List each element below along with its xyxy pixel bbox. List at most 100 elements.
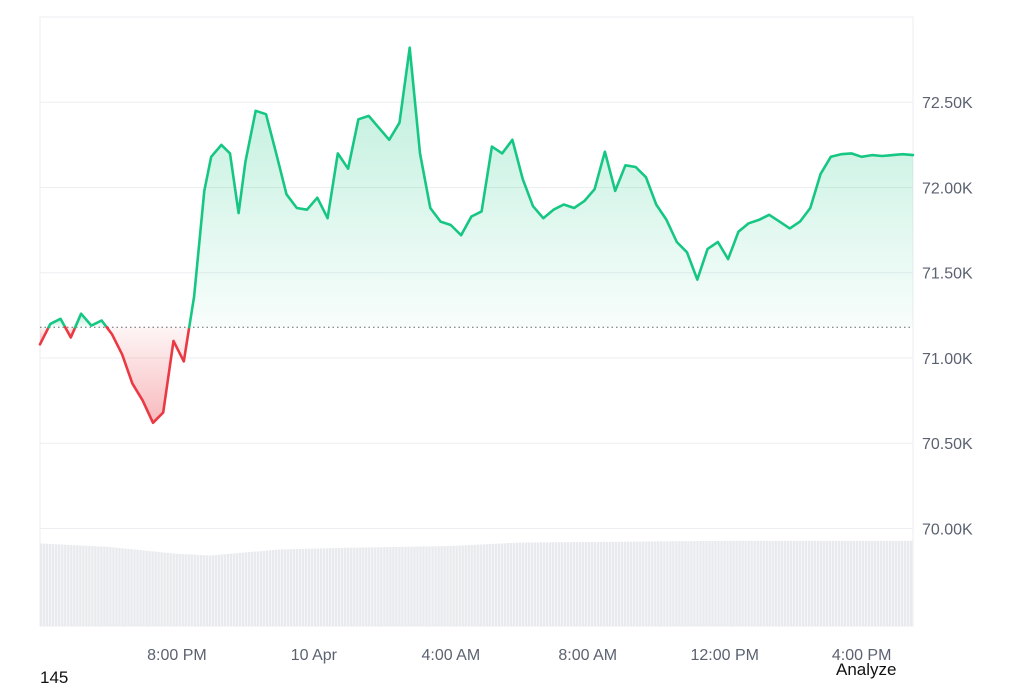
volume-bar xyxy=(262,550,266,626)
price-lines xyxy=(38,46,915,425)
volume-bar xyxy=(708,540,711,626)
volume-bar xyxy=(825,540,829,626)
volume-bar xyxy=(76,545,79,626)
volume-bar xyxy=(467,545,470,626)
y-tick-label: 71.50K xyxy=(922,266,973,283)
volume-bar xyxy=(861,540,865,626)
volume-bar xyxy=(849,540,853,626)
volume-bar xyxy=(268,550,272,626)
volume-bar xyxy=(142,550,145,626)
volume-bar xyxy=(124,548,127,626)
volume-bar xyxy=(452,545,455,626)
volume-bar xyxy=(356,547,359,626)
volume-bar xyxy=(64,544,67,626)
volume-bar xyxy=(581,542,585,626)
bottom-left-number: 145 xyxy=(40,668,69,687)
volume-bar xyxy=(566,542,570,626)
volume-bar xyxy=(368,547,371,626)
x-tick-label: 10 Apr xyxy=(291,647,338,664)
volume-bar xyxy=(497,543,500,626)
volume-bar xyxy=(627,541,630,626)
volume-bar xyxy=(587,541,591,626)
volume-bar xyxy=(545,542,549,626)
volume-bar xyxy=(328,548,332,626)
volume-bar xyxy=(630,541,633,626)
volume-bar xyxy=(678,541,681,626)
volume-bar xyxy=(88,545,91,626)
volume-bar xyxy=(365,547,368,626)
volume-bar xyxy=(362,547,365,626)
volume-bar xyxy=(783,540,786,626)
volume-bar xyxy=(193,554,196,626)
volume-bar xyxy=(419,546,422,626)
volume-bar xyxy=(350,547,353,626)
volume-bar xyxy=(479,544,482,626)
volume-bar xyxy=(70,545,73,626)
volume-bar xyxy=(295,549,299,626)
volume-bar xyxy=(482,544,485,626)
volume-bar xyxy=(335,548,338,626)
volume-bar xyxy=(705,541,708,626)
volume-bars xyxy=(40,540,913,626)
volume-bar xyxy=(226,553,230,626)
volume-bar xyxy=(657,541,660,626)
price-line-up xyxy=(73,312,109,329)
volume-bar xyxy=(494,543,497,626)
volume-bar xyxy=(461,545,464,626)
y-tick-label: 70.50K xyxy=(922,436,973,453)
volume-bar xyxy=(536,542,540,626)
volume-bar xyxy=(503,543,507,626)
volume-bar xyxy=(271,550,275,626)
volume-bar xyxy=(777,540,780,626)
volume-bar xyxy=(289,549,293,626)
volume-bar xyxy=(434,546,437,626)
volume-bar xyxy=(744,540,747,626)
analyze-button[interactable]: Analyze xyxy=(836,660,897,679)
volume-bar xyxy=(732,540,735,626)
volume-bar xyxy=(304,548,308,626)
volume-bar xyxy=(648,541,651,626)
x-tick-label: 8:00 AM xyxy=(558,647,617,664)
volume-bar xyxy=(250,551,254,626)
volume-bar xyxy=(864,540,868,626)
volume-bar xyxy=(253,551,257,626)
volume-bar xyxy=(599,541,603,626)
volume-bar xyxy=(858,540,862,626)
volume-bar xyxy=(437,546,440,626)
volume-bar xyxy=(840,540,844,626)
volume-bar xyxy=(620,541,624,626)
volume-bar xyxy=(711,540,714,626)
volume-bar xyxy=(491,543,494,626)
volume-bar xyxy=(229,553,233,626)
volume-bar xyxy=(163,552,166,626)
volume-bar xyxy=(115,547,118,626)
volume-bar xyxy=(440,546,443,626)
volume-bar xyxy=(310,548,314,626)
volume-bar xyxy=(723,540,726,626)
volume-bar xyxy=(133,549,136,626)
y-tick-label: 71.00K xyxy=(922,351,973,368)
volume-bar xyxy=(145,550,148,626)
volume-bar xyxy=(843,540,847,626)
volume-bar xyxy=(202,555,205,626)
volume-bar xyxy=(780,540,783,626)
volume-bar xyxy=(771,540,774,626)
volume-bar xyxy=(527,542,531,626)
volume-bar xyxy=(407,546,410,626)
volume-bar xyxy=(109,547,112,626)
volume-bar xyxy=(347,547,350,626)
price-line-down xyxy=(105,326,191,425)
volume-bar xyxy=(298,548,302,626)
volume-bar xyxy=(401,546,404,626)
volume-bar xyxy=(413,546,416,626)
volume-bar xyxy=(762,540,765,626)
volume-bar xyxy=(410,546,413,626)
volume-bar xyxy=(151,551,154,626)
volume-bar xyxy=(666,541,669,626)
volume-bar xyxy=(485,544,488,626)
volume-bar xyxy=(560,542,564,626)
volume-bar xyxy=(714,540,717,626)
volume-bar xyxy=(584,542,588,626)
volume-bar xyxy=(91,546,94,626)
